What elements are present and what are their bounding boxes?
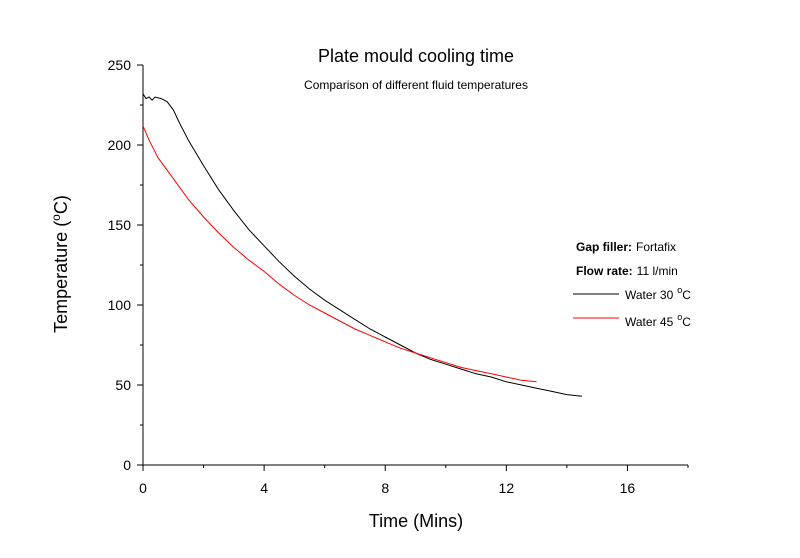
y-tick-label: 200 (108, 137, 132, 153)
x-tick-label: 4 (260, 480, 268, 496)
y-tick-label: 50 (115, 377, 131, 393)
y-tick-label: 0 (123, 457, 131, 473)
y-tick-label: 150 (108, 217, 132, 233)
legend-label-water-30: Water 30 oC (625, 285, 691, 302)
y-tick-label: 100 (108, 297, 132, 313)
legend: Water 30 oC Water 45 oC (573, 285, 691, 329)
annotations: Gap filler: Fortafix Flow rate: 11 l/min (576, 240, 678, 278)
annotation-flow-rate: Flow rate: 11 l/min (576, 264, 678, 278)
legend-label-water-45: Water 45 oC (625, 312, 691, 329)
series-line-water-30 (142, 93, 583, 397)
x-tick-label: 0 (139, 480, 147, 496)
x-tick-label: 16 (620, 480, 636, 496)
x-tick-label: 12 (499, 480, 515, 496)
y-tick-label: 250 (108, 57, 132, 73)
y-axis: 0 50 100 150 200 250 (108, 57, 144, 473)
series-line-water-45 (142, 125, 537, 383)
y-axis-label-superscript: o (49, 214, 63, 221)
x-axis: 0 4 8 12 16 (139, 464, 689, 496)
annotation-gap-filler-label: Gap filler: (576, 240, 632, 254)
y-axis-label: Temperature (oC) (49, 195, 71, 333)
x-tick-label: 8 (381, 480, 389, 496)
series-layer (142, 93, 583, 397)
chart-title: Plate mould cooling time (318, 46, 514, 66)
annotation-flow-rate-label: Flow rate: (576, 264, 633, 278)
annotation-gap-filler-value: Fortafix (636, 240, 676, 254)
annotation-flow-rate-value: 11 l/min (637, 264, 678, 278)
x-axis-label: Time (Mins) (369, 511, 463, 531)
annotation-gap-filler: Gap filler: Fortafix (576, 240, 676, 254)
chart-subtitle: Comparison of different fluid temperatur… (304, 78, 528, 92)
